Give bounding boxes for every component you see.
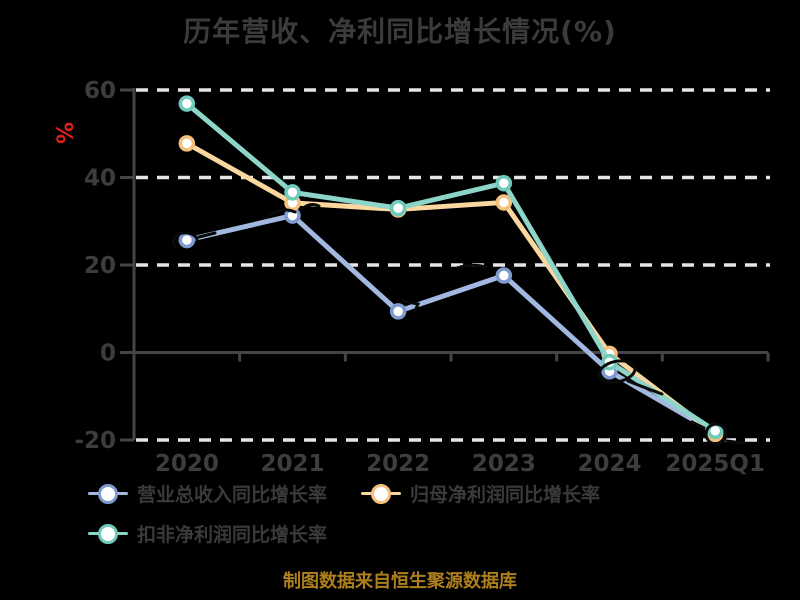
x-tick-label: 2021 [260, 451, 324, 477]
scribble-2022 [401, 299, 421, 313]
ink-scribble-annotations [172, 203, 745, 446]
series-line-2 [184, 101, 718, 434]
y-tick-label: -20 [74, 428, 116, 454]
data-point-marker [178, 231, 196, 249]
legend-item-deducted-profit-growth[interactable]: 扣非净利润同比增长率 [88, 520, 327, 547]
series-line-0 [184, 213, 718, 436]
legend-row-2: 扣非净利润同比增长率 [88, 518, 778, 548]
data-point-marker [178, 95, 196, 112]
data-point-marker [495, 267, 513, 284]
scribble-2023 [455, 263, 488, 270]
x-tick-label: 2022 [366, 451, 430, 477]
series-line-1 [184, 140, 718, 437]
scribble-2021-a [265, 208, 297, 219]
scribble-2025q1 [690, 420, 745, 446]
x-tick-label: 2023 [472, 451, 536, 477]
scribble-2020 [172, 231, 217, 248]
legend-label: 扣非净利润同比增长率 [137, 523, 328, 546]
scribble-2024 [597, 359, 664, 396]
scribble-2021-b [300, 203, 321, 211]
legend-label: 营业总收入同比增长率 [137, 483, 328, 506]
y-tick-label: 0 [100, 341, 116, 367]
legend-item-revenue-growth[interactable]: 营业总收入同比增长率 [88, 480, 327, 507]
x-tick-label: 2020 [155, 451, 219, 477]
x-tick-label: 2025Q1 [665, 451, 765, 477]
data-point-marker [284, 184, 301, 201]
legend-marker-icon [88, 483, 128, 504]
legend-label: 归母净利润同比增长率 [410, 483, 601, 506]
y-tick-label: 40 [84, 166, 116, 192]
data-point-marker [495, 194, 513, 211]
data-point-marker [495, 174, 513, 192]
x-tick-label: 2024 [577, 451, 641, 477]
chart-title: 历年营收、净利同比增长情况(%) [183, 15, 617, 48]
data-point-marker [178, 135, 196, 152]
legend-item-net-profit-growth[interactable]: 归母净利润同比增长率 [361, 480, 600, 507]
legend-marker-icon [361, 483, 402, 504]
legend: 营业总收入同比增长率 归母净利润同比增长率 扣非净利润同比增长率 [88, 478, 778, 558]
chart-plot-area: 60 40 20 0 -20 2020 2021 2022 2023 2024 2025Q1 [74, 78, 770, 477]
data-point-marker [389, 303, 407, 320]
y-tick-label: 20 [84, 253, 116, 279]
legend-marker-icon [88, 523, 128, 544]
legend-row-1: 营业总收入同比增长率 归母净利润同比增长率 [88, 478, 778, 508]
y-tick-label: 60 [84, 78, 116, 104]
data-point-marker [389, 199, 407, 217]
data-source-note: 制图数据来自恒生聚源数据库 [283, 571, 517, 592]
